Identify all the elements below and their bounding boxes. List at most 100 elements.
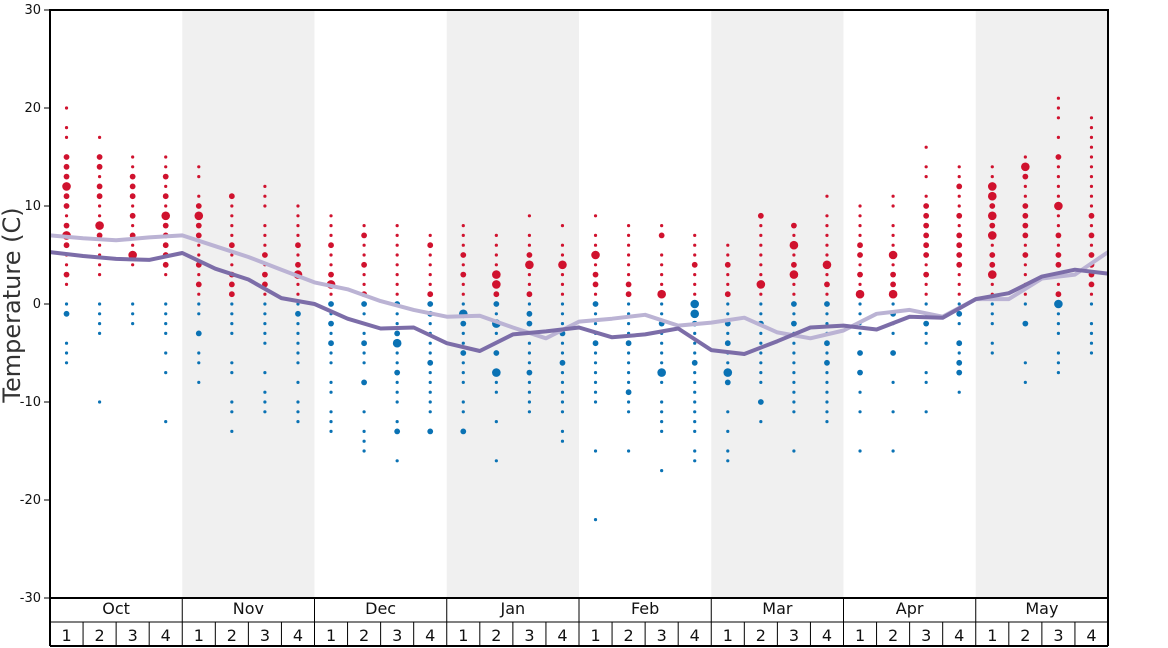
data-point [329, 429, 333, 433]
data-point [792, 253, 796, 257]
data-point [891, 331, 895, 335]
data-point [197, 194, 201, 198]
data-point [1056, 351, 1061, 355]
month-band [711, 10, 844, 598]
data-point [792, 351, 796, 355]
data-point [329, 390, 333, 394]
data-point [792, 380, 796, 384]
data-point [625, 281, 632, 288]
data-point [296, 331, 300, 335]
data-point [230, 361, 234, 365]
data-point [296, 224, 300, 228]
data-point [329, 253, 333, 257]
data-point [1088, 212, 1095, 219]
data-point [891, 224, 895, 228]
data-point [395, 253, 399, 257]
trend-lines [50, 233, 1108, 356]
data-point [329, 292, 333, 296]
data-point [592, 340, 599, 347]
data-point [96, 193, 103, 200]
data-point [361, 379, 367, 386]
data-point [230, 253, 234, 257]
data-point [162, 242, 169, 249]
data-point [296, 400, 300, 404]
data-point [329, 410, 333, 414]
data-point [724, 340, 731, 347]
data-point [428, 380, 432, 384]
data-point [63, 242, 70, 249]
data-point [560, 371, 565, 375]
data-point [693, 282, 697, 286]
data-point [493, 301, 500, 307]
month-label: Jan [500, 599, 526, 618]
data-point [660, 380, 664, 384]
data-point [660, 361, 664, 365]
data-point [526, 291, 533, 298]
data-point [263, 302, 267, 306]
data-point [263, 292, 267, 296]
data-point [1022, 212, 1029, 219]
data-point [164, 420, 168, 424]
data-point [691, 359, 698, 366]
data-point [792, 292, 796, 296]
data-point [428, 322, 432, 326]
data-point [693, 390, 697, 394]
data-point [262, 271, 268, 278]
data-point [923, 242, 930, 249]
data-point [560, 273, 565, 277]
data-point [131, 224, 135, 228]
data-point [956, 261, 963, 268]
data-point [593, 400, 598, 404]
data-point [362, 410, 366, 414]
data-point [129, 183, 136, 190]
data-point [593, 361, 598, 365]
data-point [461, 302, 465, 306]
data-point [161, 211, 171, 221]
data-point [660, 410, 664, 414]
data-point [593, 322, 598, 326]
data-point [1055, 252, 1062, 258]
data-point [888, 250, 898, 260]
data-point [660, 341, 664, 345]
data-point [989, 203, 996, 209]
data-point [197, 351, 201, 355]
data-point [64, 351, 69, 355]
y-tick-label: -30 [20, 591, 41, 606]
data-point [923, 252, 930, 258]
data-point [428, 351, 432, 355]
data-point [593, 292, 598, 296]
data-point [560, 282, 565, 286]
data-point [1089, 322, 1094, 326]
data-point [1056, 361, 1061, 365]
data-point [825, 380, 829, 384]
data-point [924, 175, 928, 179]
data-point [230, 224, 234, 228]
week-label: 4 [293, 626, 303, 645]
data-point [1056, 214, 1061, 218]
data-point [1056, 135, 1061, 139]
data-point [230, 204, 234, 208]
data-point [164, 331, 168, 335]
data-point [824, 281, 830, 288]
data-point [693, 253, 697, 257]
data-point [428, 400, 432, 404]
data-point [64, 263, 69, 267]
data-point [1089, 243, 1094, 247]
week-label: 2 [359, 626, 369, 645]
data-point [64, 106, 69, 110]
data-point [658, 232, 665, 239]
data-point [328, 271, 334, 278]
week-label: 3 [921, 626, 931, 645]
data-point [792, 449, 796, 453]
week-label: 1 [326, 626, 336, 645]
data-point [759, 312, 763, 316]
data-point [395, 263, 399, 267]
data-point [759, 224, 763, 228]
data-point [461, 292, 465, 296]
data-point [428, 273, 432, 277]
data-point [858, 410, 862, 414]
data-point [625, 389, 632, 396]
data-point [329, 331, 333, 335]
data-point [822, 260, 832, 270]
